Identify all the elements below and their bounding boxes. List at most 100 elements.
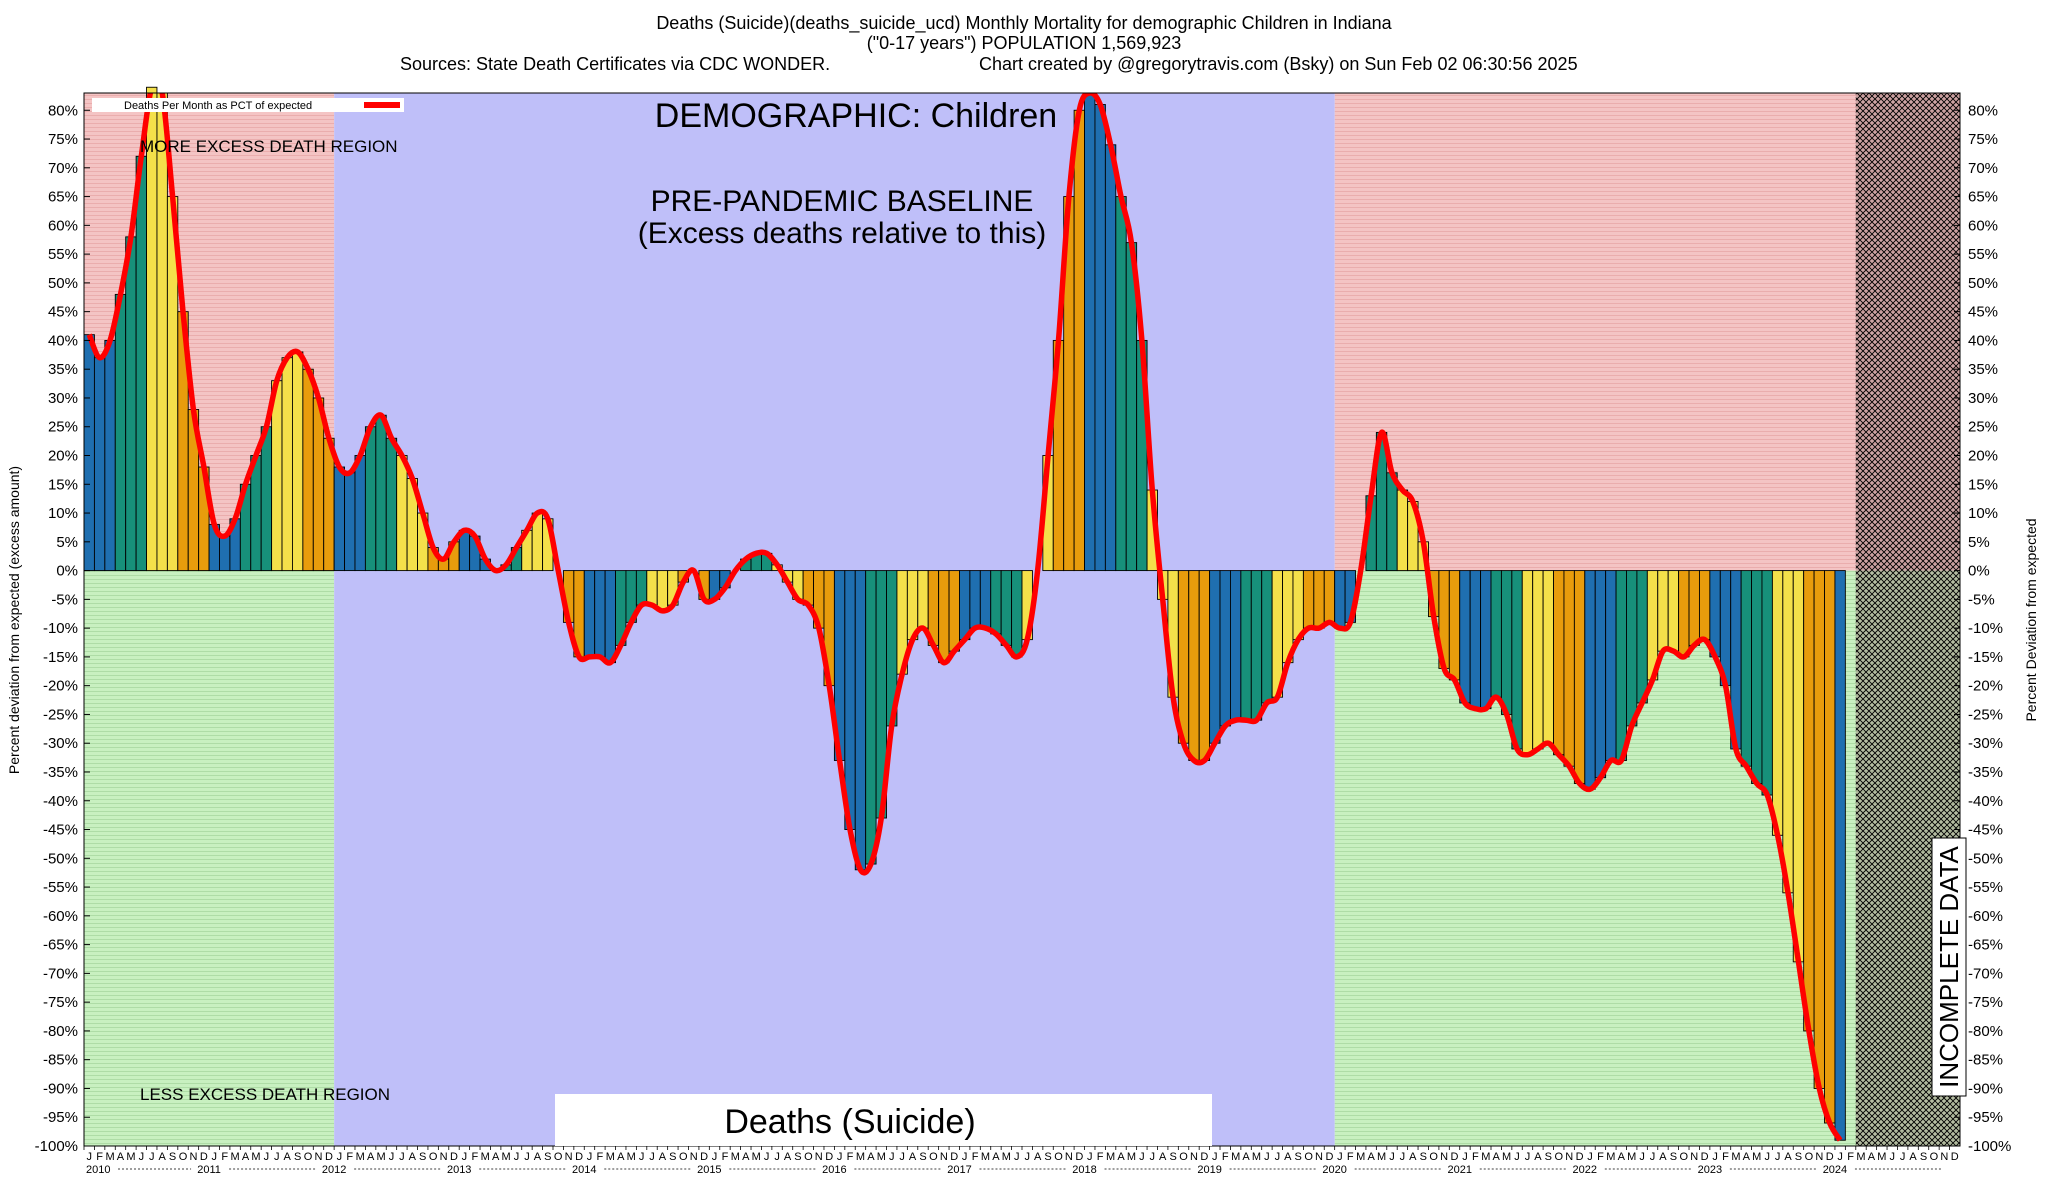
month-label: M bbox=[1606, 1151, 1615, 1163]
month-label: O bbox=[1805, 1151, 1814, 1163]
month-label: D bbox=[1826, 1151, 1834, 1163]
bar bbox=[396, 455, 408, 572]
y-tick-label-right: 50% bbox=[1968, 275, 1998, 292]
month-label: J bbox=[1337, 1151, 1343, 1163]
month-label: J bbox=[899, 1151, 905, 1163]
month-label: A bbox=[1409, 1151, 1417, 1163]
month-label: J bbox=[1275, 1151, 1281, 1163]
month-label: S bbox=[1670, 1151, 1677, 1163]
bar bbox=[1396, 489, 1409, 572]
bar bbox=[1188, 570, 1200, 761]
month-label: O bbox=[1304, 1151, 1313, 1163]
bar bbox=[344, 472, 356, 572]
bar bbox=[333, 466, 346, 572]
y-tick-label-right: 55% bbox=[1968, 246, 1998, 263]
bar bbox=[1782, 570, 1794, 894]
less-excess-region bbox=[84, 570, 335, 1146]
month-label: M bbox=[1752, 1151, 1761, 1163]
y-tick-label-left: -90% bbox=[43, 1080, 78, 1097]
y-tick-label-right: -20% bbox=[1968, 678, 2003, 695]
month-label: M bbox=[877, 1151, 886, 1163]
more-excess-label: MORE EXCESS DEATH REGION bbox=[140, 137, 398, 156]
month-label: A bbox=[367, 1151, 375, 1163]
month-label: D bbox=[450, 1151, 458, 1163]
y-tick-label-right: 15% bbox=[1968, 476, 1998, 493]
bar bbox=[594, 570, 606, 658]
cause-box bbox=[555, 1094, 1212, 1146]
month-label: A bbox=[1117, 1151, 1125, 1163]
y-tick-label-right: -60% bbox=[1968, 908, 2003, 925]
bar bbox=[385, 437, 398, 572]
month-label: A bbox=[784, 1151, 792, 1163]
bar bbox=[1094, 104, 1106, 572]
y-tick-label-right: -90% bbox=[1968, 1080, 2003, 1097]
month-label: A bbox=[492, 1151, 500, 1163]
month-label: A bbox=[867, 1151, 875, 1163]
bar bbox=[104, 339, 116, 572]
month-label: J bbox=[1014, 1151, 1020, 1163]
month-label: J bbox=[139, 1151, 145, 1163]
y-tick-label-right: 70% bbox=[1968, 160, 1998, 177]
month-label: J bbox=[149, 1151, 155, 1163]
month-label: J bbox=[514, 1151, 520, 1163]
month-label: M bbox=[502, 1151, 511, 1163]
bar bbox=[865, 570, 877, 865]
month-label: A bbox=[242, 1151, 250, 1163]
baseline-label-line2: (Excess deaths relative to this) bbox=[638, 217, 1047, 250]
month-label: J bbox=[264, 1151, 270, 1163]
bar bbox=[302, 368, 314, 572]
y-tick-label-left: 40% bbox=[48, 332, 78, 349]
month-label: M bbox=[856, 1151, 865, 1163]
month-label: S bbox=[419, 1151, 426, 1163]
month-label: M bbox=[752, 1151, 761, 1163]
month-label: J bbox=[889, 1151, 895, 1163]
month-label: O bbox=[1680, 1151, 1689, 1163]
y-tick-label-left: 80% bbox=[48, 102, 78, 119]
month-label: J bbox=[1139, 1151, 1145, 1163]
bar bbox=[1834, 570, 1846, 1141]
bar bbox=[260, 426, 273, 572]
month-label: A bbox=[659, 1151, 667, 1163]
month-label: O bbox=[679, 1151, 688, 1163]
bar bbox=[990, 570, 1002, 635]
y-tick-label-left: -15% bbox=[43, 649, 78, 666]
month-label: J bbox=[1525, 1151, 1531, 1163]
month-label: F bbox=[722, 1151, 729, 1163]
month-label: D bbox=[1451, 1151, 1459, 1163]
month-label: J bbox=[774, 1151, 780, 1163]
month-label: J bbox=[712, 1151, 718, 1163]
y-tick-label-left: -75% bbox=[43, 994, 78, 1011]
month-label: N bbox=[1940, 1151, 1948, 1163]
month-label: J bbox=[399, 1151, 405, 1163]
month-label: J bbox=[1639, 1151, 1645, 1163]
y-tick-label-left: 5% bbox=[56, 534, 78, 551]
month-label: M bbox=[1627, 1151, 1636, 1163]
bar bbox=[1302, 570, 1315, 629]
y-tick-label-left: 25% bbox=[48, 419, 78, 436]
bar bbox=[114, 293, 127, 572]
month-label: A bbox=[1159, 1151, 1167, 1163]
y-tick-label-left: -95% bbox=[43, 1109, 78, 1126]
month-label: A bbox=[1493, 1151, 1501, 1163]
bar bbox=[135, 155, 147, 572]
y-tick-label-right: -95% bbox=[1968, 1109, 2003, 1126]
bar bbox=[1761, 570, 1773, 796]
month-label: J bbox=[1389, 1151, 1395, 1163]
month-label: D bbox=[1576, 1151, 1584, 1163]
bar bbox=[364, 426, 377, 572]
y-tick-label-left: -30% bbox=[43, 735, 78, 752]
month-label: A bbox=[1659, 1151, 1667, 1163]
month-label: F bbox=[1847, 1151, 1854, 1163]
month-label: S bbox=[1795, 1151, 1802, 1163]
month-label: O bbox=[804, 1151, 813, 1163]
bar bbox=[1334, 570, 1346, 629]
year-label: 2012 bbox=[322, 1164, 346, 1176]
bar bbox=[1553, 570, 1565, 756]
y-tick-label-right: -5% bbox=[1968, 591, 1995, 608]
bar bbox=[93, 357, 106, 572]
y-tick-label-left: 30% bbox=[48, 390, 78, 407]
month-label: A bbox=[1367, 1151, 1375, 1163]
month-label: A bbox=[1743, 1151, 1751, 1163]
